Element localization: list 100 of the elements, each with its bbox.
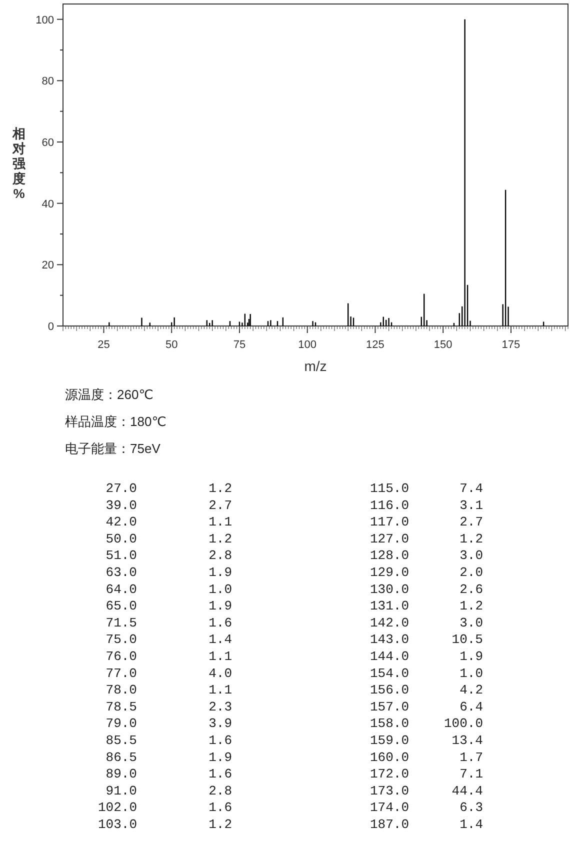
text: 1.1 [208, 514, 232, 530]
text: 102.0 [98, 800, 137, 816]
text: 158.0 [370, 716, 409, 732]
text: 86.5 [106, 750, 137, 765]
text: 1.6 [208, 615, 232, 630]
y-tick-label: 40 [42, 198, 54, 210]
text: 2.7 [208, 498, 232, 513]
text: 187.0 [370, 817, 409, 832]
text: 1.6 [208, 800, 232, 816]
text: 6.3 [460, 800, 483, 816]
text: 128.0 [370, 548, 409, 564]
text: 2.8 [208, 783, 232, 798]
text: 1.4 [460, 817, 484, 832]
text: 160.0 [370, 750, 409, 765]
text: 63.0 [106, 565, 137, 580]
text: 1.6 [208, 766, 232, 782]
y-axis-title: 相对强度% [12, 126, 26, 201]
text: 103.0 [98, 817, 137, 832]
text: 89.0 [106, 766, 137, 782]
text: 3.0 [460, 615, 483, 630]
text: 117.0 [370, 514, 409, 530]
text: 130.0 [370, 582, 409, 597]
text: 1.2 [460, 598, 483, 614]
text: 77.0 [106, 666, 137, 681]
text: 78.5 [106, 699, 137, 714]
text: 131.0 [370, 598, 409, 614]
text: 样品温度：180℃ [65, 414, 166, 429]
text: 4.2 [460, 682, 483, 698]
text: 78.0 [106, 682, 137, 698]
text: 27.0 [106, 481, 137, 496]
text: 3.1 [460, 498, 484, 513]
x-tick-label: 75 [233, 339, 246, 351]
text: 2.6 [460, 582, 483, 597]
text: 157.0 [370, 699, 409, 714]
text: 4.0 [208, 666, 232, 681]
text: 电子能量：75eV [65, 441, 161, 456]
text: 129.0 [370, 565, 409, 580]
text: 64.0 [106, 582, 137, 597]
text: 156.0 [370, 682, 409, 698]
text: 79.0 [106, 716, 137, 732]
y-tick-label: 80 [42, 76, 54, 88]
text: 2.3 [208, 699, 232, 714]
text: 142.0 [370, 615, 409, 630]
text: 127.0 [370, 531, 409, 546]
x-tick-label: 25 [98, 339, 110, 351]
text: 2.0 [460, 565, 483, 580]
text: 2.8 [208, 548, 232, 564]
text: 13.4 [452, 733, 484, 748]
text: 1.2 [208, 817, 232, 832]
text: 91.0 [106, 783, 137, 798]
x-axis-title: m/z [304, 358, 327, 374]
x-tick-label: 100 [298, 339, 317, 351]
y-tick-label: 20 [42, 260, 54, 272]
text: 51.0 [106, 548, 137, 564]
text: 100.0 [444, 716, 483, 732]
text: 3.9 [208, 716, 232, 732]
text: 源温度：260℃ [65, 387, 154, 402]
text: 71.5 [106, 615, 137, 630]
text: 143.0 [370, 632, 409, 648]
text: 75.0 [106, 632, 137, 648]
text: 3.0 [460, 548, 483, 564]
text: 65.0 [106, 598, 137, 614]
text: 1.9 [208, 565, 232, 580]
text: 7.4 [460, 481, 484, 496]
text: 44.4 [452, 783, 484, 798]
text: 1.1 [208, 682, 232, 698]
text: 1.4 [208, 632, 232, 648]
text: 1.9 [208, 598, 232, 614]
text: 50.0 [106, 531, 137, 546]
text: 1.2 [460, 531, 483, 546]
y-tick-label: 60 [42, 137, 54, 149]
text: 10.5 [452, 632, 483, 648]
text: 1.9 [460, 649, 483, 664]
text: 116.0 [370, 498, 409, 513]
x-tick-label: 175 [502, 339, 520, 351]
x-tick-label: 125 [366, 339, 384, 351]
text: 1.1 [208, 649, 232, 664]
text: 1.6 [208, 733, 232, 748]
text: 174.0 [370, 800, 409, 816]
text: 42.0 [106, 514, 137, 530]
text: 76.0 [106, 649, 137, 664]
text: 85.5 [106, 733, 137, 748]
text: 1.9 [208, 750, 232, 765]
text: 1.0 [460, 666, 483, 681]
text: 144.0 [370, 649, 409, 664]
y-tick-label: 0 [48, 321, 54, 333]
text: 1.7 [460, 750, 483, 765]
text: 172.0 [370, 766, 409, 782]
text: 2.7 [460, 514, 483, 530]
text: 1.2 [208, 481, 232, 496]
text: 1.2 [208, 531, 232, 546]
text: 6.4 [460, 699, 484, 714]
x-tick-label: 150 [434, 339, 452, 351]
text: 39.0 [106, 498, 137, 513]
y-tick-label: 100 [36, 14, 54, 26]
text: 1.0 [208, 582, 232, 597]
text: 7.1 [460, 766, 484, 782]
text: 115.0 [370, 481, 409, 496]
x-tick-label: 50 [165, 339, 178, 351]
text: 173.0 [370, 783, 409, 798]
